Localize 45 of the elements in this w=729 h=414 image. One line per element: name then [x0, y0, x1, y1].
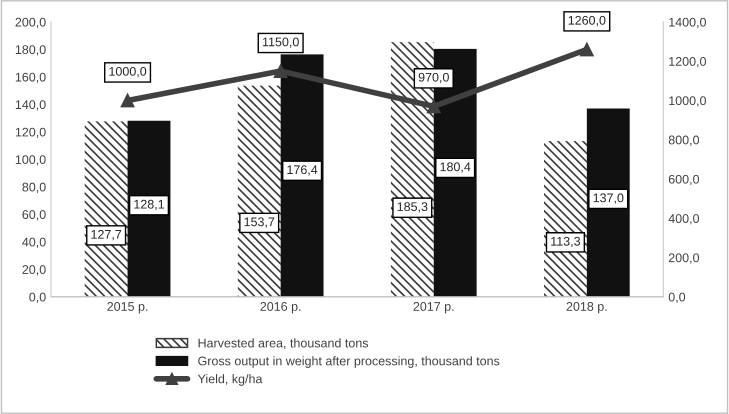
y-tick-label: 120,0 — [16, 128, 46, 138]
data-label: 180,4 — [440, 162, 470, 173]
data-label: 113,3 — [551, 236, 580, 248]
y2-tick-label: 600,0 — [668, 174, 700, 186]
y-tick-label: 60,0 — [22, 210, 46, 220]
x-tick-label: 2017 р. — [414, 302, 454, 314]
data-label: 1000,0 — [109, 66, 146, 78]
y-tick-label: 80,0 — [22, 182, 46, 194]
y2-tick-label: 1400,0 — [669, 18, 706, 28]
data-label: 137,0 — [594, 193, 624, 204]
y-tick-label: 180,0 — [16, 45, 46, 56]
legend-label: Harvested area, thousand tons — [198, 338, 368, 349]
y2-tick-label: 400,0 — [668, 214, 700, 224]
data-label: 185,3 — [398, 202, 428, 213]
y-tick-label: 100,0 — [16, 155, 46, 166]
y-tick-label: 0,0 — [29, 292, 46, 303]
point — [580, 42, 594, 56]
bar — [84, 121, 128, 297]
y-tick-label: 160,0 — [16, 72, 46, 84]
bar — [238, 86, 281, 297]
data-label: 1150,0 — [262, 37, 299, 48]
data-label: 970,0 — [418, 72, 449, 84]
data-label: 176,4 — [287, 165, 318, 176]
y2-tick-label: 1000,0 — [669, 96, 706, 107]
data-label: 127,7 — [91, 230, 122, 240]
point — [120, 94, 135, 108]
y-tick-label: 140,0 — [16, 100, 46, 111]
legend-label: Gross output in weight after processing, thousand tons — [198, 356, 500, 368]
y-tick-label: 200,0 — [16, 18, 46, 28]
data-label: 128,1 — [134, 200, 164, 210]
y2-tick-label: 200,0 — [668, 253, 700, 264]
x-tick-label: 2015 р. — [107, 302, 148, 314]
y-tick-label: 40,0 — [22, 238, 46, 248]
x-tick-label: 2016 р. — [260, 302, 300, 314]
y2-tick-label: 0,0 — [668, 292, 686, 303]
point — [426, 99, 441, 114]
y-tick-label: 20,0 — [22, 265, 46, 276]
data-label: 153,7 — [244, 217, 274, 228]
bar — [586, 108, 630, 297]
legend-label: Yield, kg/ha — [198, 374, 262, 386]
x-tick-label: 2018 р. — [566, 302, 607, 314]
point — [274, 64, 288, 78]
data-label: 1260,0 — [568, 16, 606, 26]
y2-tick-label: 1200,0 — [669, 57, 706, 68]
y2-tick-label: 800,0 — [668, 136, 700, 146]
